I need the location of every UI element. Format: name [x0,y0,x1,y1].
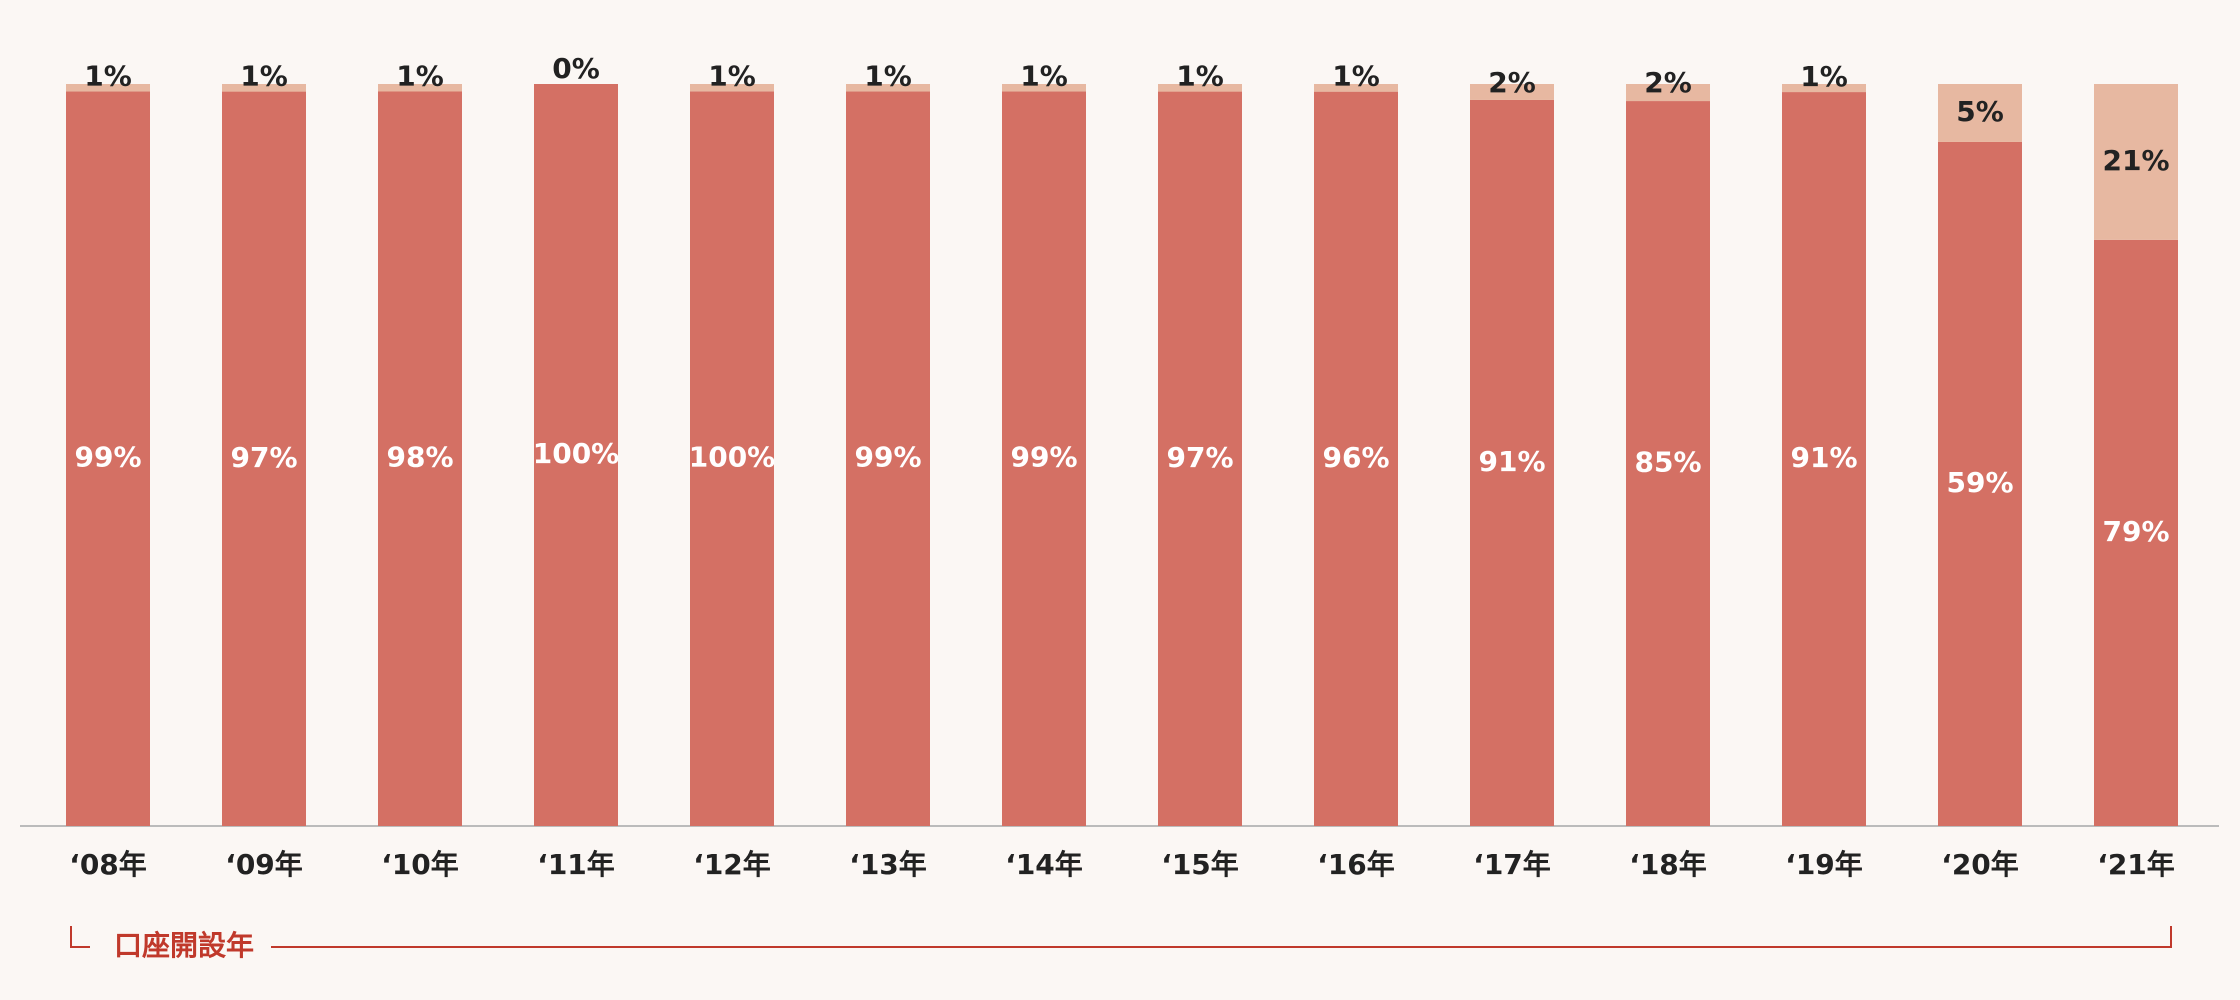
x-tick-label: ‘13年 [849,848,927,881]
bar-segment [1782,92,1866,827]
bar-segment [1470,84,1554,100]
bar-segment [1158,91,1242,827]
x-axis-label: 口座開設年 [114,929,254,962]
bar-segment [1938,84,2022,142]
value-label: 97% [230,441,297,474]
bar-segment [1314,84,1398,92]
value-label: 100% [533,437,620,470]
bar-segment [1158,84,1242,92]
bar-segment [222,91,306,827]
value-label: 1% [864,59,912,92]
x-tick-label: ‘09年 [225,848,303,881]
bar-segment [1626,101,1710,826]
value-label: 1% [1332,60,1380,93]
x-tick-label: ‘14年 [1005,848,1083,881]
bar-segment [690,91,774,826]
value-label: 96% [1322,441,1389,474]
value-label: 1% [1020,59,1068,92]
value-label: 1% [84,59,132,92]
bar-segment [1314,91,1398,827]
bar-segment [1782,84,1866,93]
bar-segment [378,91,462,827]
x-tick-label: ‘10年 [381,848,459,881]
value-label: 99% [854,441,921,474]
bar-segment [222,84,306,92]
bar-segment [66,84,150,92]
value-label: 1% [240,60,288,93]
value-label: 100% [689,441,776,474]
value-label: 5% [1956,95,2004,128]
value-label: 1% [708,59,756,92]
value-label: 2% [1644,66,1692,99]
x-tick-label: ‘11年 [537,848,615,881]
bar-segment [1626,84,1710,102]
bar-segment [846,91,930,827]
value-label: 91% [1478,445,1545,478]
value-label: 99% [74,441,141,474]
value-label: 99% [1010,441,1077,474]
bar-segment [690,84,774,92]
value-label: 98% [386,441,453,474]
bar-segment [1002,91,1086,827]
value-label: 97% [1166,441,1233,474]
bar-segment [2094,84,2178,240]
bar-segment [846,84,930,92]
value-label: 1% [1800,60,1848,93]
value-label: 21% [2102,144,2169,177]
x-tick-label: ‘15年 [1161,848,1239,881]
x-tick-label: ‘16年 [1317,848,1395,881]
x-tick-label: ‘12年 [693,848,771,881]
bar-segment [2094,239,2178,826]
x-tick-label: ‘21年 [2097,848,2175,881]
value-label: 79% [2102,515,2169,548]
bar-segment [1002,84,1086,92]
value-label: 91% [1790,441,1857,474]
x-tick-label: ‘18年 [1629,848,1707,881]
x-axis-bracket [70,926,2172,948]
bar-segment [378,84,462,92]
value-label: 1% [1176,60,1224,93]
x-tick-label: ‘19年 [1785,848,1863,881]
value-label: 2% [1488,66,1536,99]
value-label: 1% [396,59,444,92]
bar-segment [534,84,618,826]
bar-segment [1938,141,2022,826]
x-tick-label: ‘17年 [1473,848,1551,881]
value-label: 0% [552,52,600,85]
bar-segment [66,91,150,827]
x-tick-label: ‘08年 [69,848,147,881]
x-tick-label: ‘20年 [1941,848,2019,881]
value-label: 59% [1946,466,2013,499]
value-label: 85% [1634,446,1701,479]
bar-segment [1470,99,1554,827]
